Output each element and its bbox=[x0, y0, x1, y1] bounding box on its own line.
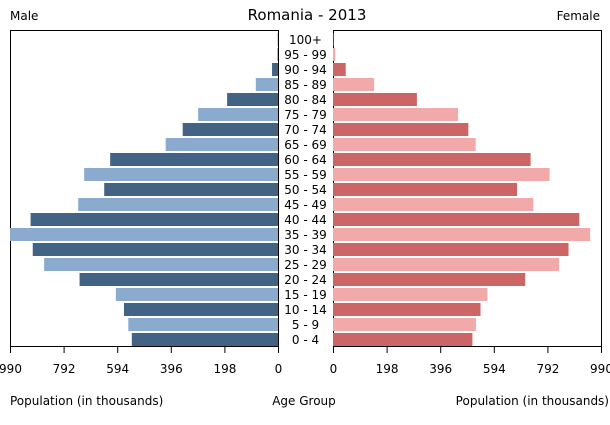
axis-tick-label: 396 bbox=[429, 362, 452, 376]
female-bar bbox=[333, 63, 346, 76]
male-bar bbox=[272, 63, 278, 76]
axis-tick-label: 0 bbox=[330, 362, 338, 376]
age-group-axis-title: Age Group bbox=[272, 394, 336, 408]
male-bar bbox=[10, 228, 278, 241]
axis-tick-label: 198 bbox=[213, 362, 236, 376]
axis-tick-label: 396 bbox=[160, 362, 183, 376]
male-bar bbox=[115, 288, 278, 301]
age-group-label: 35 - 39 bbox=[284, 228, 327, 242]
female-bar bbox=[333, 303, 481, 316]
age-group-label: 60 - 64 bbox=[284, 153, 327, 167]
female-bar bbox=[333, 333, 473, 346]
age-group-label: 25 - 29 bbox=[284, 258, 327, 272]
male-plot-area bbox=[10, 30, 279, 347]
female-bar bbox=[333, 258, 560, 271]
male-bar bbox=[255, 78, 278, 91]
female-bar bbox=[333, 93, 417, 106]
female-bar bbox=[333, 213, 580, 226]
age-group-label: 15 - 19 bbox=[284, 288, 327, 302]
age-group-label: 0 - 4 bbox=[292, 333, 319, 347]
female-x-axis: 0 198 396 594 792 990 bbox=[330, 346, 610, 376]
age-group-label: 90 - 94 bbox=[284, 63, 327, 77]
female-bar bbox=[333, 138, 476, 151]
age-group-label: 30 - 34 bbox=[284, 243, 327, 257]
male-bar bbox=[182, 123, 278, 136]
male-bars bbox=[10, 33, 279, 346]
male-axis-title: Population (in thousands) bbox=[10, 394, 163, 408]
age-group-label: 5 - 9 bbox=[292, 318, 319, 332]
axis-tick-label: 792 bbox=[53, 362, 76, 376]
male-bar bbox=[227, 93, 278, 106]
male-bar bbox=[104, 183, 279, 196]
axis-tick-label: 0 bbox=[275, 362, 283, 376]
male-bar bbox=[131, 333, 278, 346]
female-bar bbox=[333, 228, 591, 241]
age-group-label: 20 - 24 bbox=[284, 273, 327, 287]
age-group-label: 55 - 59 bbox=[284, 168, 327, 182]
chart-title: Romania - 2013 bbox=[248, 6, 367, 24]
axis-tick-label: 198 bbox=[376, 362, 399, 376]
female-axis-title: Population (in thousands) bbox=[456, 394, 609, 408]
female-bar bbox=[333, 198, 534, 211]
axis-tick-label: 594 bbox=[106, 362, 129, 376]
female-bar bbox=[333, 108, 459, 121]
age-group-label: 10 - 14 bbox=[284, 303, 327, 317]
male-bar bbox=[123, 303, 278, 316]
female-bar bbox=[333, 33, 334, 46]
female-bar bbox=[333, 168, 550, 181]
age-group-label: 85 - 89 bbox=[284, 78, 327, 92]
age-group-label: 50 - 54 bbox=[284, 183, 327, 197]
male-bar bbox=[165, 138, 278, 151]
female-bar bbox=[333, 243, 569, 256]
female-bar bbox=[333, 183, 518, 196]
female-bar bbox=[333, 288, 488, 301]
age-group-label: 80 - 84 bbox=[284, 93, 327, 107]
axis-tick-label: 990 bbox=[0, 362, 22, 376]
axis-tick-label: 594 bbox=[483, 362, 506, 376]
male-bar bbox=[198, 108, 278, 121]
age-group-label: 100+ bbox=[289, 33, 322, 47]
male-bar bbox=[110, 153, 278, 166]
male-bar bbox=[44, 258, 278, 271]
age-group-label: 75 - 79 bbox=[284, 108, 327, 122]
male-bar bbox=[79, 273, 278, 286]
age-group-label: 95 - 99 bbox=[284, 48, 327, 62]
female-bar bbox=[333, 78, 375, 91]
male-bar bbox=[78, 198, 278, 211]
male-label: Male bbox=[10, 9, 38, 23]
female-bar bbox=[333, 48, 336, 61]
age-group-label: 70 - 74 bbox=[284, 123, 327, 137]
age-group-label: 65 - 69 bbox=[284, 138, 327, 152]
female-bar bbox=[333, 318, 476, 331]
female-bar bbox=[333, 153, 531, 166]
female-label: Female bbox=[557, 9, 600, 23]
axis-tick-label: 792 bbox=[536, 362, 559, 376]
axis-tick-label: 990 bbox=[590, 362, 610, 376]
age-group-label: 40 - 44 bbox=[284, 213, 327, 227]
male-x-axis: 990 792 594 396 198 0 bbox=[0, 346, 282, 376]
male-bar bbox=[32, 243, 278, 256]
female-bar bbox=[333, 123, 469, 136]
male-bar bbox=[84, 168, 278, 181]
male-bar bbox=[30, 213, 279, 226]
male-bar bbox=[128, 318, 278, 331]
age-group-label: 45 - 49 bbox=[284, 198, 327, 212]
male-bar bbox=[277, 48, 278, 61]
female-bars bbox=[333, 33, 591, 346]
female-bar bbox=[333, 273, 526, 286]
